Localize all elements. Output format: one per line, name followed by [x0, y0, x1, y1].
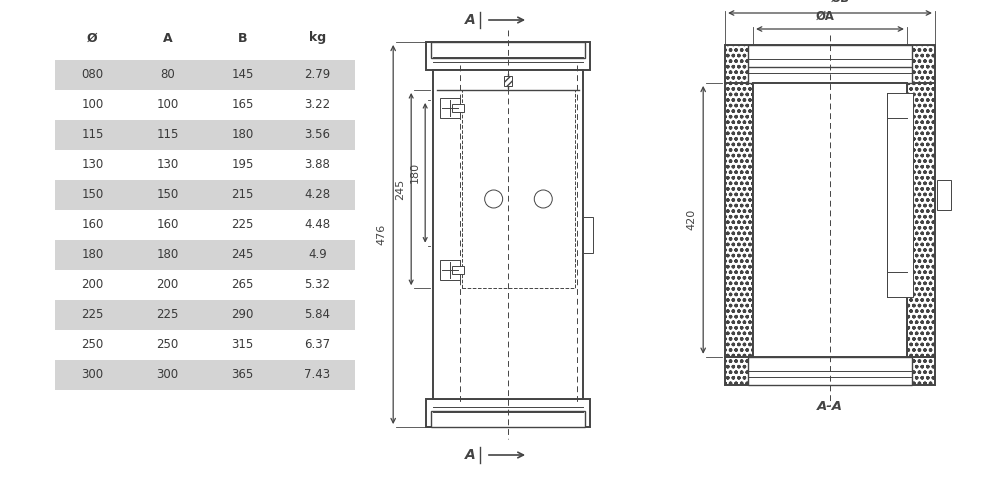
Text: 130: 130	[81, 158, 104, 172]
Text: 100: 100	[81, 98, 104, 112]
Text: B: B	[238, 32, 247, 44]
Bar	[725, 45, 935, 83]
Text: 215: 215	[231, 188, 254, 202]
Bar	[55, 240, 355, 270]
Bar	[426, 42, 590, 70]
Circle shape	[534, 190, 552, 208]
Bar	[440, 98, 460, 118]
Bar	[907, 83, 935, 356]
Text: 225: 225	[156, 308, 179, 322]
Bar	[55, 150, 355, 180]
Text: 476: 476	[376, 224, 386, 245]
Bar	[55, 270, 355, 300]
Text: A: A	[465, 13, 475, 27]
Text: 7.43: 7.43	[304, 368, 331, 382]
Text: 145: 145	[231, 68, 254, 82]
Text: 300: 300	[156, 368, 179, 382]
Bar	[55, 360, 355, 390]
Text: 2.79: 2.79	[304, 68, 331, 82]
Bar	[887, 93, 913, 296]
Text: 200: 200	[156, 278, 179, 291]
Bar	[748, 45, 912, 83]
Text: 115: 115	[81, 128, 104, 141]
Text: 365: 365	[231, 368, 254, 382]
Text: 6.37: 6.37	[304, 338, 331, 351]
Text: 4.9: 4.9	[308, 248, 327, 262]
Bar	[55, 90, 355, 120]
Text: 245: 245	[395, 178, 405, 200]
Text: Ø: Ø	[87, 32, 98, 44]
Bar	[462, 90, 575, 288]
Text: 100: 100	[156, 98, 179, 112]
Text: 3.22: 3.22	[304, 98, 331, 112]
Text: ØA: ØA	[816, 10, 834, 23]
Bar	[55, 300, 355, 330]
Text: 160: 160	[156, 218, 179, 232]
Text: 5.84: 5.84	[304, 308, 330, 322]
Text: A-A: A-A	[817, 400, 843, 412]
Bar	[55, 330, 355, 360]
Text: 245: 245	[231, 248, 254, 262]
Text: A: A	[163, 32, 172, 44]
Text: 300: 300	[81, 368, 104, 382]
Text: 4.28: 4.28	[304, 188, 331, 202]
Text: 195: 195	[231, 158, 254, 172]
Bar	[504, 76, 512, 86]
Text: 165: 165	[231, 98, 254, 112]
Bar	[55, 60, 355, 90]
Bar	[55, 120, 355, 150]
Bar	[937, 180, 951, 210]
Text: 5.32: 5.32	[304, 278, 330, 291]
Text: 265: 265	[231, 278, 254, 291]
Text: 180: 180	[156, 248, 179, 262]
Text: A: A	[465, 448, 475, 462]
Text: ØB: ØB	[830, 0, 850, 5]
Text: 080: 080	[81, 68, 104, 82]
Text: 3.88: 3.88	[305, 158, 330, 172]
Text: kg: kg	[309, 32, 326, 44]
Text: 3.56: 3.56	[304, 128, 330, 141]
Bar	[725, 83, 753, 356]
Text: 200: 200	[81, 278, 104, 291]
Bar	[753, 83, 907, 356]
Text: 180: 180	[410, 162, 420, 184]
Bar	[426, 399, 590, 427]
Bar	[431, 411, 585, 427]
Text: 80: 80	[160, 68, 175, 82]
Bar	[433, 70, 583, 399]
Bar	[55, 210, 355, 240]
Circle shape	[485, 190, 503, 208]
Text: 180: 180	[81, 248, 104, 262]
Text: 250: 250	[81, 338, 104, 351]
Text: 225: 225	[231, 218, 254, 232]
Bar	[725, 356, 935, 384]
Text: 130: 130	[156, 158, 179, 172]
Bar	[748, 356, 912, 384]
Text: 290: 290	[231, 308, 254, 322]
Bar	[440, 260, 460, 280]
Bar	[452, 104, 464, 112]
Text: 160: 160	[81, 218, 104, 232]
Text: 115: 115	[156, 128, 179, 141]
Text: 250: 250	[156, 338, 179, 351]
Bar	[55, 180, 355, 210]
Bar	[431, 42, 585, 58]
Text: 225: 225	[81, 308, 104, 322]
Text: 150: 150	[81, 188, 104, 202]
Text: 150: 150	[156, 188, 179, 202]
Bar	[583, 216, 593, 252]
Text: 4.48: 4.48	[304, 218, 331, 232]
Bar	[452, 266, 464, 274]
Text: 180: 180	[231, 128, 254, 141]
Text: 315: 315	[231, 338, 254, 351]
Text: 420: 420	[686, 209, 696, 231]
